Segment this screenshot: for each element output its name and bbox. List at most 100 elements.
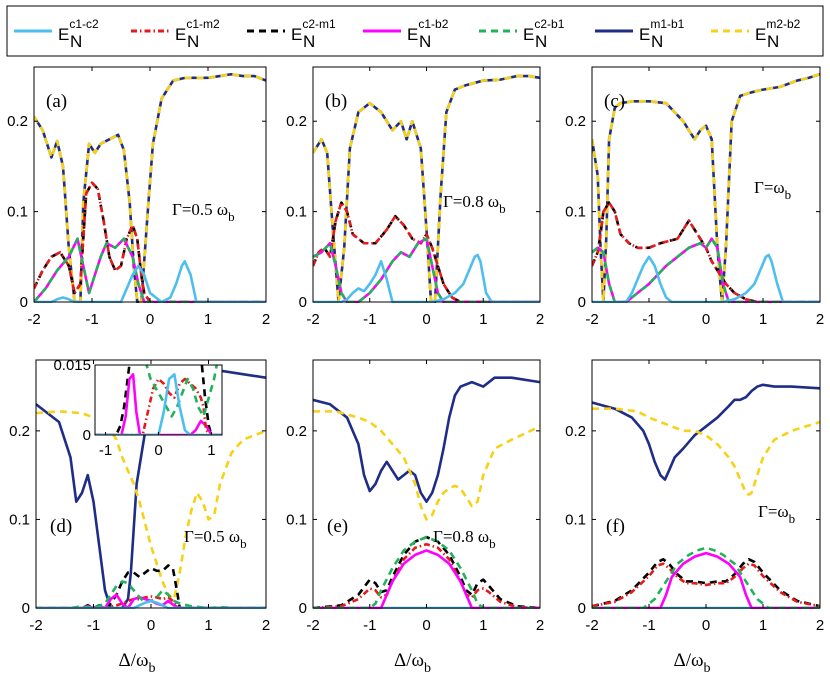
series-line-e-n-c2-b1- — [592, 237, 820, 303]
x-tick-label: -2 — [29, 617, 42, 634]
series-line-e-n-c1-m2- — [592, 201, 820, 303]
x-tick-label: -1 — [363, 311, 376, 328]
inset-y-tick-label: 0 — [83, 427, 91, 444]
legend-entry-c2-m1: Ec2-m1N — [247, 17, 336, 51]
inset-x-tick-label: 1 — [207, 442, 215, 459]
x-tick-label: 2 — [816, 311, 824, 328]
gamma-subscript: b — [489, 536, 496, 551]
series-line-e-n-m1-b1- — [592, 383, 820, 481]
series-line-e-n-m2-b2- — [592, 407, 820, 496]
gamma-subscript: b — [499, 201, 506, 216]
x-tick-label: 1 — [479, 311, 487, 328]
series-line-e-n-c2-m1- — [95, 365, 131, 435]
x-tick-label: 1 — [759, 617, 767, 634]
x-axis-label-subscript: b — [424, 661, 431, 676]
gamma-subscript: b — [785, 187, 792, 202]
legend-superscript: c1-m2 — [186, 17, 220, 31]
legend-subscript: N — [70, 32, 82, 51]
y-tick-label: 0.1 — [9, 511, 30, 528]
panel-label: (f) — [606, 516, 625, 537]
legend-subscript: N — [187, 32, 199, 51]
y-tick-label: 0 — [20, 294, 28, 311]
x-axis-label-subscript: b — [149, 661, 156, 676]
series-line-e-n-c1-m2- — [592, 562, 820, 608]
x-tick-label: -1 — [87, 617, 100, 634]
x-tick-label: -1 — [642, 617, 655, 634]
x-tick-label: -2 — [306, 617, 319, 634]
legend-superscript: c1-c2 — [69, 17, 99, 31]
inset-x-tick-label: 0 — [154, 442, 162, 459]
x-tick-label: -2 — [306, 311, 319, 328]
legend-subscript: N — [651, 32, 663, 51]
x-tick-label: 0 — [702, 311, 710, 328]
x-tick-label: -2 — [585, 617, 598, 634]
y-tick-label: 0.1 — [565, 204, 586, 221]
x-tick-label: 1 — [479, 617, 487, 634]
y-tick-label: 0.2 — [9, 423, 30, 440]
x-tick-label: -1 — [85, 311, 98, 328]
x-tick-label: 2 — [816, 617, 824, 634]
series-line-e-n-m2-b2- — [34, 72, 266, 303]
series-line-e-n-c2-b1- — [592, 546, 820, 609]
y-tick-label: 0 — [22, 600, 30, 617]
y-tick-label: 0.1 — [7, 204, 28, 221]
x-tick-label: 2 — [262, 617, 270, 634]
panel-b: -2 -1 0 1 200.10.2(b)Γ=0.8 ωb — [286, 66, 544, 328]
legend-superscript: m1-b1 — [650, 17, 684, 31]
y-tick-label: 0.2 — [565, 423, 586, 440]
x-tick-label: 1 — [759, 311, 767, 328]
gamma-subscript: b — [240, 536, 247, 551]
x-tick-label: 0 — [422, 311, 430, 328]
y-tick-label: 0.2 — [7, 113, 28, 130]
legend-superscript: c2-b1 — [534, 17, 564, 31]
series-line-e-n-c2-m1- — [592, 557, 820, 608]
x-tick-label: 2 — [262, 311, 270, 328]
series-line-e-n-c1-m2- — [313, 542, 540, 609]
series-line-e-n-c2-b1- — [313, 535, 540, 609]
legend-superscript: c1-b2 — [418, 17, 448, 31]
panel-e: -2 -1 0 1 200.10.2(e) Γ=0.8 ωbΔ/ωb — [286, 359, 544, 676]
series-line-e-n-c1-m2- — [313, 201, 540, 303]
legend-box — [6, 5, 824, 57]
x-tick-label: 0 — [147, 617, 155, 634]
x-tick-label: 2 — [536, 311, 544, 328]
gamma-subscript: b — [789, 511, 796, 526]
x-tick-label: 0 — [146, 311, 154, 328]
gamma-subscript: b — [228, 209, 235, 224]
x-tick-label: -1 — [363, 617, 376, 634]
x-tick-label: 1 — [204, 311, 212, 328]
series-line-e-n-c1-b2- — [313, 549, 540, 609]
x-tick-label: 2 — [536, 617, 544, 634]
y-tick-label: 0.2 — [286, 113, 307, 130]
panel-label: (b) — [325, 91, 347, 112]
series-line-e-n-c1-c2- — [36, 599, 266, 609]
panel-c: -2 -1 0 1 200.10.2(c)Γ=ωb — [565, 66, 824, 328]
series-line-e-n-m2-b2- — [313, 410, 540, 521]
panel-label: (e) — [327, 516, 348, 537]
series-line-e-n-c2-m1- — [34, 181, 266, 303]
series-line-e-n-m1-b1- — [313, 376, 540, 504]
x-tick-label: -2 — [27, 311, 40, 328]
series-line-e-n-c1-c2- — [95, 373, 222, 435]
series-line-e-n-m2-b2- — [592, 72, 820, 303]
x-tick-label: 1 — [204, 617, 212, 634]
series-line-e-n-c1-b2- — [592, 551, 820, 609]
series-line-e-n-c2-b1- — [313, 237, 540, 303]
y-tick-label: 0.2 — [565, 113, 586, 130]
panel-a: -2 -1 0 1 200.10.2(a)Γ=0.5 ωb — [7, 66, 270, 328]
y-tick-label: 0 — [578, 294, 586, 311]
inset: 0 0.015 -1 0 1 — [53, 357, 223, 459]
series-line-e-n-c1-c2- — [34, 260, 266, 303]
x-tick-label: -1 — [642, 311, 655, 328]
legend-subscript: N — [535, 32, 547, 51]
panel-label: (d) — [50, 516, 72, 537]
y-tick-label: 0 — [299, 294, 307, 311]
panel-label: (a) — [46, 91, 67, 112]
panels: -2 -1 0 1 200.10.2(a)Γ=0.5 ωb-2 -1 0 1 200.10.2(… — [7, 66, 824, 676]
x-tick-label: 0 — [702, 617, 710, 634]
y-tick-label: 0.2 — [286, 423, 307, 440]
legend-subscript: N — [303, 32, 315, 51]
legend-subscript: N — [419, 32, 431, 51]
